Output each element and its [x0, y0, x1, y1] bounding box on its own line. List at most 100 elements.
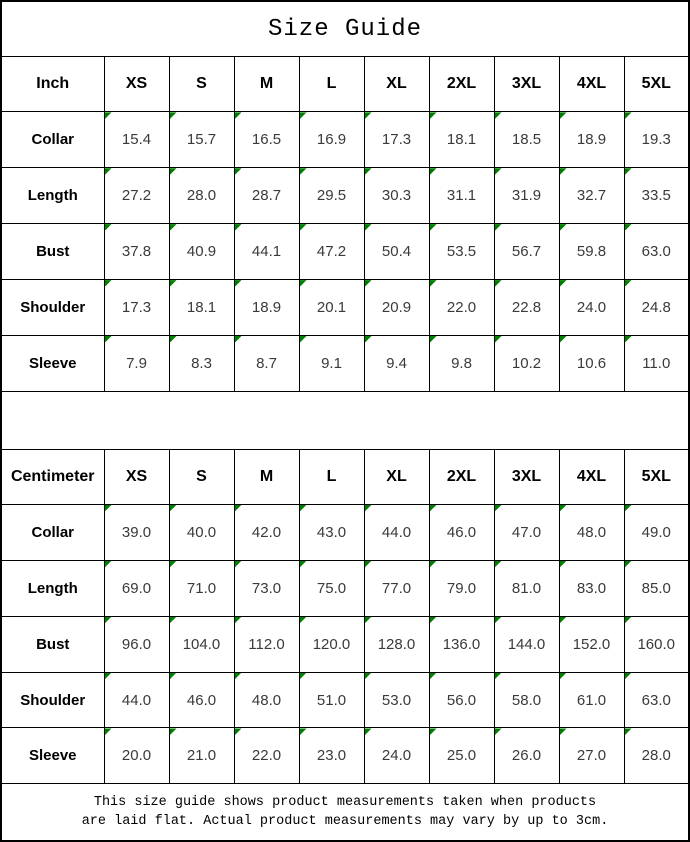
size-value: 152.0: [572, 635, 611, 653]
page-title: Size Guide: [0, 0, 690, 58]
cell-flag-triangle-icon: [300, 728, 307, 736]
cell-flag-triangle-icon: [300, 617, 307, 624]
cell-flag-triangle-icon: [560, 168, 567, 176]
size-value-cell: 22.0: [233, 727, 300, 785]
size-value: 75.0: [316, 579, 347, 597]
cell-flag-triangle-icon: [170, 561, 177, 568]
cell-flag-triangle-icon: [105, 112, 112, 120]
size-value: 44.0: [381, 523, 412, 541]
size-value-cell: 31.1: [428, 167, 495, 225]
size-value: 69.0: [121, 579, 152, 597]
cell-flag-triangle-icon: [365, 561, 372, 568]
size-value: 17.3: [381, 131, 412, 149]
size-value-cell: 96.0: [103, 615, 170, 673]
size-value-cell: 104.0: [168, 615, 235, 673]
size-value-cell: 24.0: [363, 727, 430, 785]
size-value-cell: 37.8: [103, 223, 170, 281]
cell-flag-triangle-icon: [300, 168, 307, 176]
size-value: 24.0: [381, 747, 412, 765]
size-value-cell: 79.0: [428, 559, 495, 617]
cell-flag-triangle-icon: [170, 673, 177, 680]
size-value: 79.0: [446, 579, 477, 597]
size-value: 7.9: [126, 354, 147, 372]
size-value: 71.0: [186, 579, 217, 597]
size-value-cell: 63.0: [623, 223, 690, 281]
size-value-cell: 46.0: [428, 503, 495, 561]
size-value: 42.0: [251, 523, 282, 541]
size-value: 10.6: [576, 354, 607, 372]
cell-flag-triangle-icon: [430, 224, 437, 232]
size-value-cell: 44.0: [103, 671, 170, 729]
cell-flag-triangle-icon: [430, 617, 437, 624]
size-value: 18.9: [251, 299, 282, 317]
size-value-cell: 20.0: [103, 727, 170, 785]
cell-flag-triangle-icon: [300, 112, 307, 120]
cell-flag-triangle-icon: [300, 224, 307, 232]
size-value-cell: 18.1: [428, 111, 495, 169]
size-value: 53.5: [446, 243, 477, 261]
cell-flag-triangle-icon: [170, 168, 177, 176]
size-value: 22.8: [511, 299, 542, 317]
size-value-cell: 160.0: [623, 615, 690, 673]
size-column-header-2xl: 2XL: [428, 448, 495, 505]
footer-note: This size guide shows product measuremen…: [0, 783, 690, 842]
cell-flag-triangle-icon: [430, 280, 437, 288]
size-value-cell: 63.0: [623, 671, 690, 729]
row-label-sleeve: Sleeve: [0, 335, 105, 392]
footer-note-line2: are laid flat. Actual product measuremen…: [81, 814, 609, 830]
size-column-header-2xl: 2XL: [428, 56, 495, 113]
size-column-header-5xl: 5XL: [623, 56, 690, 113]
size-value-cell: 56.7: [493, 223, 560, 281]
cell-flag-triangle-icon: [560, 505, 567, 512]
cell-flag-triangle-icon: [625, 224, 632, 232]
size-value: 8.7: [256, 354, 277, 372]
size-value-cell: 20.1: [298, 279, 365, 337]
size-value: 21.0: [186, 747, 217, 765]
size-value: 56.0: [446, 691, 477, 709]
cell-flag-triangle-icon: [170, 505, 177, 512]
row-label-length: Length: [0, 559, 105, 617]
size-value: 30.3: [381, 187, 412, 205]
unit-header-inch: Inch: [0, 56, 105, 113]
size-value: 31.1: [446, 187, 477, 205]
size-value-cell: 27.2: [103, 167, 170, 225]
cell-flag-triangle-icon: [430, 505, 437, 512]
cell-flag-triangle-icon: [170, 728, 177, 736]
size-value-cell: 152.0: [558, 615, 625, 673]
size-value-cell: 59.8: [558, 223, 625, 281]
cell-flag-triangle-icon: [365, 280, 372, 288]
size-value: 56.7: [511, 243, 542, 261]
size-value: 63.0: [641, 691, 671, 709]
size-value: 59.8: [576, 243, 607, 261]
cell-flag-triangle-icon: [300, 505, 307, 512]
size-value-cell: 58.0: [493, 671, 560, 729]
size-column-header-xs: XS: [103, 448, 170, 505]
size-value: 144.0: [507, 635, 546, 653]
size-value-cell: 48.0: [558, 503, 625, 561]
size-value-cell: 51.0: [298, 671, 365, 729]
size-value-cell: 16.9: [298, 111, 365, 169]
size-value-cell: 18.9: [233, 279, 300, 337]
size-value: 46.0: [446, 523, 477, 541]
size-value: 27.0: [576, 747, 607, 765]
size-value-cell: 18.9: [558, 111, 625, 169]
size-value-cell: 29.5: [298, 167, 365, 225]
size-value-cell: 17.3: [363, 111, 430, 169]
size-value: 18.1: [446, 131, 477, 149]
cell-flag-triangle-icon: [430, 112, 437, 120]
size-value-cell: 15.7: [168, 111, 235, 169]
size-column-header-xl: XL: [363, 448, 430, 505]
cell-flag-triangle-icon: [430, 561, 437, 568]
size-column-header-4xl: 4XL: [558, 448, 625, 505]
size-value: 48.0: [251, 691, 282, 709]
cell-flag-triangle-icon: [560, 673, 567, 680]
size-value-cell: 81.0: [493, 559, 560, 617]
size-value-cell: 9.8: [428, 335, 495, 392]
size-value: 47.2: [316, 243, 347, 261]
size-value-cell: 24.8: [623, 279, 690, 337]
size-value: 19.3: [641, 131, 671, 149]
cell-flag-triangle-icon: [365, 168, 372, 176]
size-value: 23.0: [316, 747, 347, 765]
size-value-cell: 50.4: [363, 223, 430, 281]
